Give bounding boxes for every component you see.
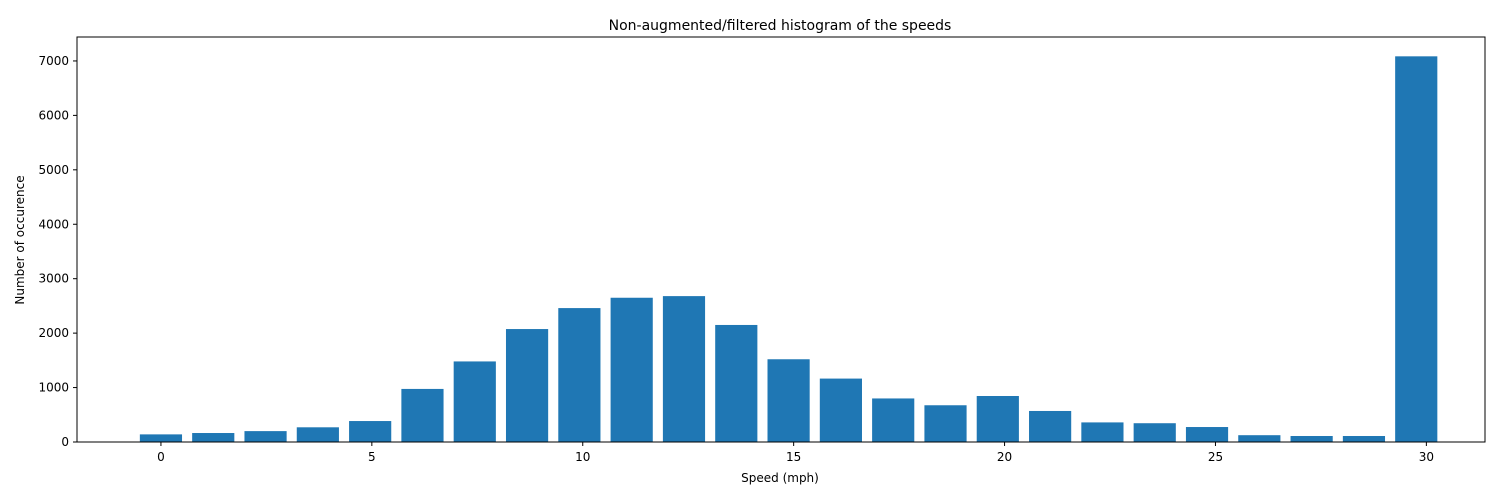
bar: [1290, 436, 1333, 442]
bar: [662, 296, 706, 442]
bar: [558, 308, 601, 442]
bar: [401, 388, 444, 442]
y-axis-label: Number of occurence: [13, 175, 27, 304]
y-tick-label: 4000: [38, 217, 69, 231]
bar: [872, 398, 915, 442]
bar: [1238, 435, 1281, 442]
bar: [192, 433, 235, 442]
y-tick-label: 5000: [38, 163, 69, 177]
bar: [1029, 410, 1072, 442]
bar: [453, 361, 496, 442]
bar: [1081, 422, 1124, 442]
bar: [976, 396, 1019, 442]
bar: [924, 405, 967, 442]
bars-group: [139, 56, 1438, 443]
y-tick-label: 2000: [38, 326, 69, 340]
x-tick-label: 5: [368, 450, 376, 464]
bar: [1133, 423, 1176, 442]
y-axis-ticks: 0 1000 2000 3000 4000 5000 6000 7000: [38, 54, 77, 449]
y-tick-label: 3000: [38, 272, 69, 286]
bar: [1342, 436, 1386, 442]
y-tick-label: 0: [61, 435, 69, 449]
y-tick-label: 6000: [38, 108, 69, 122]
bar: [1395, 56, 1438, 443]
x-tick-label: 10: [575, 450, 590, 464]
x-tick-label: 25: [1208, 450, 1223, 464]
y-tick-label: 1000: [38, 381, 69, 395]
plot-frame: [76, 36, 1486, 443]
bar: [505, 329, 549, 442]
x-tick-label: 0: [157, 450, 165, 464]
bar: [244, 431, 287, 442]
bar: [296, 427, 339, 442]
x-tick-label: 20: [997, 450, 1012, 464]
bar: [767, 359, 810, 442]
chart-title: Non-augmented/filtered histogram of the …: [609, 18, 952, 34]
bar: [819, 378, 862, 442]
y-tick-label: 7000: [38, 54, 69, 68]
x-tick-label: 30: [1419, 450, 1434, 464]
x-tick-label: 15: [786, 450, 801, 464]
bar: [610, 297, 653, 442]
bar: [349, 421, 392, 442]
x-axis-label: Speed (mph): [741, 471, 819, 485]
bar: [715, 324, 758, 442]
bar: [139, 434, 183, 442]
bar: [1185, 427, 1229, 442]
x-axis-ticks: 0 5 10 15 20 25 30: [157, 442, 1434, 464]
